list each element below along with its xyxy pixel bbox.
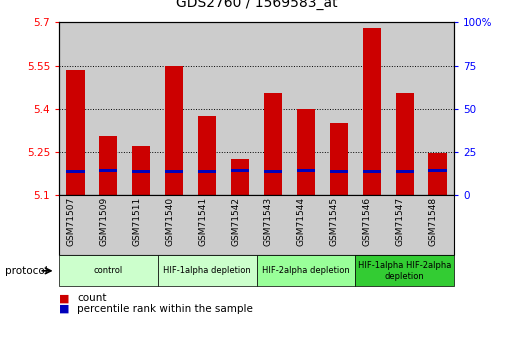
Text: control: control	[94, 266, 123, 275]
Bar	[66, 70, 85, 195]
Text: GSM71511: GSM71511	[132, 197, 141, 246]
Bar	[198, 116, 216, 195]
Bar	[100, 169, 117, 172]
Bar	[165, 170, 183, 173]
Bar	[231, 159, 249, 195]
Bar	[264, 93, 282, 195]
Bar	[165, 66, 183, 195]
Bar	[132, 146, 150, 195]
Bar	[66, 170, 85, 173]
Bar	[198, 170, 216, 173]
Text: GSM71509: GSM71509	[100, 197, 108, 246]
Text: GDS2760 / 1569583_at: GDS2760 / 1569583_at	[175, 0, 338, 10]
Bar	[100, 136, 117, 195]
Text: protocol: protocol	[5, 266, 48, 276]
Bar	[428, 169, 447, 172]
Text: ■: ■	[59, 293, 69, 303]
Bar	[132, 170, 150, 173]
Text: GSM71548: GSM71548	[428, 197, 438, 246]
Bar	[330, 123, 348, 195]
Text: GSM71507: GSM71507	[67, 197, 75, 246]
Bar	[396, 170, 413, 173]
Text: GSM71546: GSM71546	[363, 197, 372, 246]
Text: GSM71543: GSM71543	[264, 197, 273, 246]
Text: HIF-1alpha depletion: HIF-1alpha depletion	[163, 266, 251, 275]
Bar	[264, 170, 282, 173]
Bar	[231, 169, 249, 172]
Text: ■: ■	[59, 304, 69, 314]
Text: GSM71545: GSM71545	[330, 197, 339, 246]
Text: HIF-2alpha depletion: HIF-2alpha depletion	[262, 266, 350, 275]
Text: GSM71540: GSM71540	[165, 197, 174, 246]
Text: GSM71544: GSM71544	[297, 197, 306, 246]
Bar	[297, 169, 315, 172]
Text: count: count	[77, 293, 107, 303]
Text: GSM71541: GSM71541	[198, 197, 207, 246]
Bar	[363, 28, 381, 195]
Bar	[396, 93, 413, 195]
Bar	[428, 153, 447, 195]
Text: HIF-1alpha HIF-2alpha
depletion: HIF-1alpha HIF-2alpha depletion	[358, 261, 451, 280]
Text: GSM71542: GSM71542	[231, 197, 240, 246]
Text: GSM71547: GSM71547	[396, 197, 405, 246]
Bar	[363, 170, 381, 173]
Bar	[330, 170, 348, 173]
Text: percentile rank within the sample: percentile rank within the sample	[77, 304, 253, 314]
Bar	[297, 109, 315, 195]
